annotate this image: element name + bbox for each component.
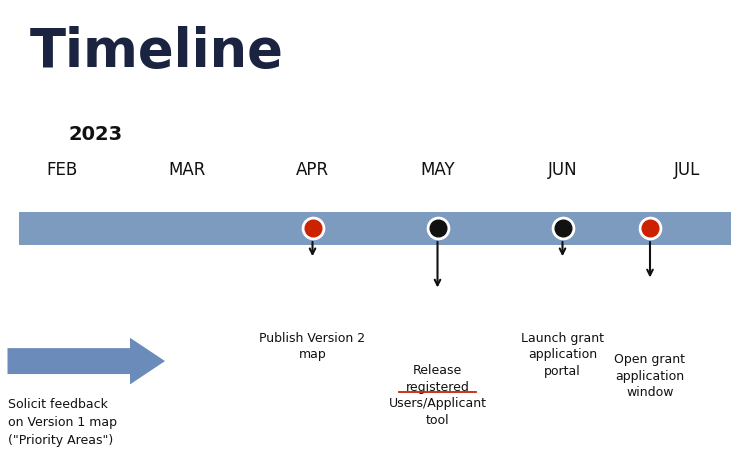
Text: ("Priority Areas"): ("Priority Areas") [8, 434, 112, 446]
Polygon shape [8, 338, 165, 385]
Text: FEB: FEB [46, 160, 78, 178]
Text: application: application [616, 370, 685, 383]
Text: map: map [298, 348, 326, 361]
Text: on Version 1 map: on Version 1 map [8, 416, 116, 429]
Text: application: application [528, 348, 597, 361]
Text: JUN: JUN [548, 160, 578, 178]
Text: Publish Version 2: Publish Version 2 [260, 332, 365, 345]
Text: portal: portal [544, 365, 580, 377]
Text: tool: tool [426, 414, 449, 426]
Text: APR: APR [296, 160, 329, 178]
Text: 2023: 2023 [69, 125, 123, 144]
Text: JUL: JUL [674, 160, 700, 178]
Text: Timeline: Timeline [30, 26, 284, 79]
FancyBboxPatch shape [19, 212, 731, 245]
Text: MAY: MAY [420, 160, 454, 178]
Text: Solicit feedback: Solicit feedback [8, 398, 107, 411]
Text: window: window [626, 387, 674, 399]
Text: registered: registered [406, 380, 470, 394]
Text: Users/Applicant: Users/Applicant [388, 397, 487, 410]
Text: Launch grant: Launch grant [521, 332, 604, 345]
Text: MAR: MAR [169, 160, 206, 178]
Text: Open grant: Open grant [614, 353, 686, 367]
Text: Release: Release [413, 364, 462, 377]
